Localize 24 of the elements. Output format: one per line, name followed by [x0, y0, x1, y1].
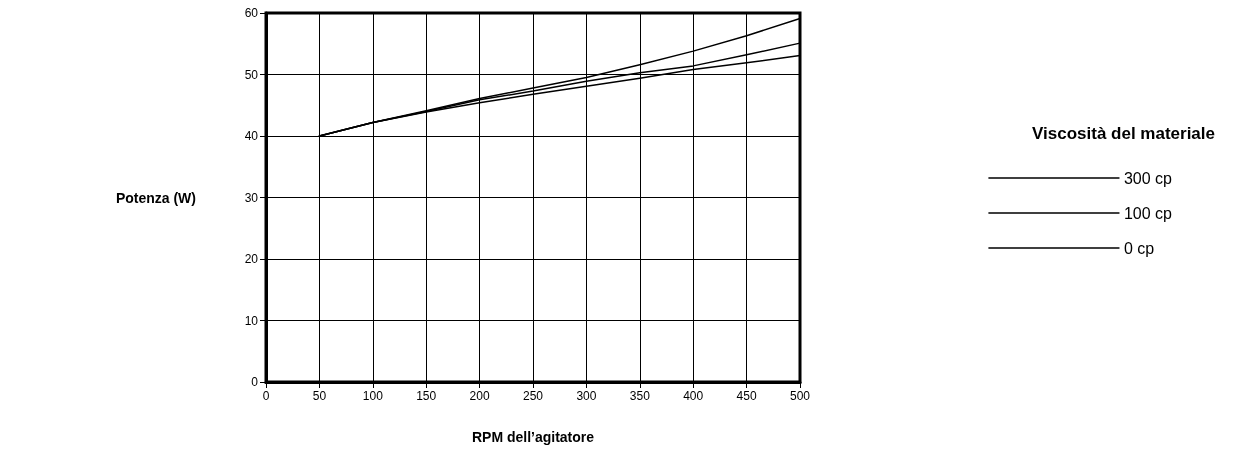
- x-tick-label: 0: [262, 389, 270, 403]
- y-tick-label: 10: [244, 313, 259, 328]
- x-tick-label: 500: [789, 389, 811, 403]
- y-tick-label: 20: [244, 252, 259, 266]
- x-axis-title: RPM dell’agitatore: [471, 429, 595, 445]
- x-tick-label: 250: [522, 389, 544, 403]
- x-tick-label: 200: [469, 389, 490, 403]
- legend-title: Viscosità del materiale: [1031, 124, 1216, 143]
- y-tick-label: 50: [244, 67, 259, 82]
- text: 300 cp: [1123, 169, 1173, 187]
- y-tick-label: 40: [244, 129, 259, 143]
- x-tick-label: 350: [629, 389, 651, 403]
- text: 0 cp: [1123, 239, 1155, 257]
- x-tick-label: 400: [683, 389, 704, 403]
- x-tick-label: 450: [736, 389, 757, 403]
- x-tick-label: 50: [312, 389, 327, 403]
- x-tick-label: 150: [416, 389, 437, 403]
- text: 100 cp: [1123, 204, 1173, 222]
- y-axis-title: Potenza (W): [115, 189, 196, 206]
- x-tick-label: 300: [576, 389, 597, 403]
- y-tick-label: 0: [251, 375, 259, 389]
- y-tick-label: 60: [244, 6, 259, 20]
- x-tick-label: 100: [362, 389, 384, 403]
- y-tick-label: 30: [244, 190, 259, 205]
